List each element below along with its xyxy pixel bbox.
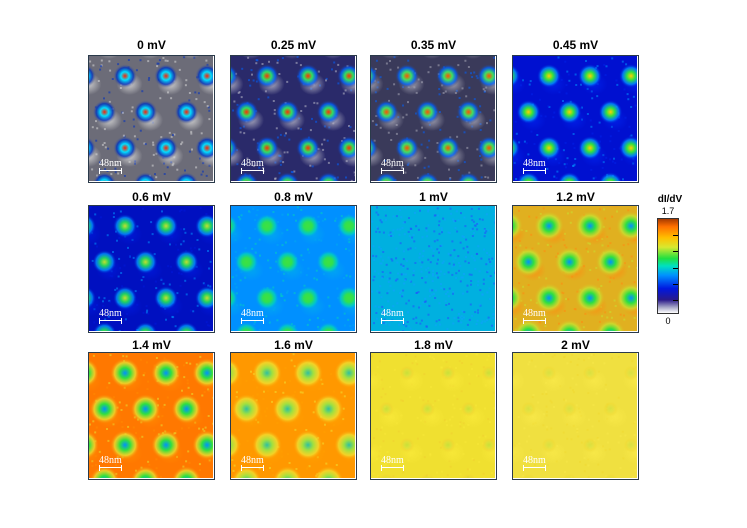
scale-bar-line	[99, 168, 122, 174]
scale-bar-line	[99, 465, 122, 471]
dIdV-map: 48nm	[370, 55, 497, 183]
panel-title: 1.4 mV	[132, 338, 171, 352]
scale-bar-label: 48nm	[241, 455, 264, 466]
scale-bar-label: 48nm	[241, 308, 264, 319]
panel-title: 1 mV	[419, 190, 448, 204]
dIdV-map: 48nm	[370, 205, 497, 333]
map-panel: 0.25 mV 48nm	[230, 38, 357, 183]
colorbar-tick	[673, 251, 678, 252]
scale-bar-line	[241, 318, 264, 324]
scale-bar-label: 48nm	[381, 308, 404, 319]
scale-bar-label: 48nm	[241, 158, 264, 169]
scale-bar-line	[381, 318, 404, 324]
dIdV-map: 48nm	[512, 205, 639, 333]
colorbar-label: dI/dV	[657, 194, 683, 205]
scale-bar-line	[241, 465, 264, 471]
panel-title: 1.8 mV	[414, 338, 453, 352]
panel-title: 0.35 mV	[410, 38, 457, 52]
scale-bar-line	[523, 318, 546, 324]
map-panel: 0.35 mV 48nm	[370, 38, 497, 183]
panel-title: 2 mV	[561, 338, 590, 352]
panel-title: 1.6 mV	[274, 338, 313, 352]
dIdV-map: 48nm	[88, 205, 215, 333]
scale-bar-label: 48nm	[99, 158, 122, 169]
scale-bar-line	[523, 465, 546, 471]
panel-title: 1.2 mV	[556, 190, 595, 204]
scale-bar-label: 48nm	[381, 158, 404, 169]
scale-bar-line	[241, 168, 264, 174]
colorbar-min-label: 0	[665, 316, 671, 326]
scale-bar-label: 48nm	[99, 308, 122, 319]
colorbar-gradient	[657, 218, 679, 314]
scale-bar-label: 48nm	[523, 158, 546, 169]
dIdV-map: 48nm	[230, 205, 357, 333]
scale-bar-label: 48nm	[523, 455, 546, 466]
map-panel: 1.6 mV 48nm	[230, 338, 357, 480]
scale-bar-line	[381, 465, 404, 471]
map-panel: 1.2 mV 48nm	[512, 190, 639, 333]
scale-bar-line	[381, 168, 404, 174]
panel-title: 0.8 mV	[274, 190, 313, 204]
map-panel: 1 mV 48nm	[370, 190, 497, 333]
dIdV-map: 48nm	[512, 55, 639, 183]
colorbar: dI/dV 1.7 0	[650, 194, 690, 334]
panel-title: 0.25 mV	[270, 38, 317, 52]
dIdV-map: 48nm	[88, 352, 215, 480]
scale-bar-line	[99, 318, 122, 324]
colorbar-max-label: 1.7	[661, 206, 675, 216]
dIdV-map: 48nm	[88, 55, 215, 183]
colorbar-tick	[673, 235, 678, 236]
colorbar-tick	[673, 268, 678, 269]
scale-bar-line	[523, 168, 546, 174]
dIdV-map: 48nm	[370, 352, 497, 480]
scale-bar-label: 48nm	[381, 455, 404, 466]
map-panel: 0 mV 48nm	[88, 38, 215, 183]
dIdV-map: 48nm	[230, 55, 357, 183]
map-panel: 1.4 mV 48nm	[88, 338, 215, 480]
colorbar-tick	[673, 300, 678, 301]
map-panel: 0.45 mV 48nm	[512, 38, 639, 183]
scale-bar-label: 48nm	[99, 455, 122, 466]
dIdV-map: 48nm	[512, 352, 639, 480]
map-panel: 0.8 mV 48nm	[230, 190, 357, 333]
map-panel: 0.6 mV 48nm	[88, 190, 215, 333]
colorbar-tick	[673, 284, 678, 285]
dIdV-map: 48nm	[230, 352, 357, 480]
map-panel: 2 mV 48nm	[512, 338, 639, 480]
map-panel: 1.8 mV 48nm	[370, 338, 497, 480]
panel-title: 0.6 mV	[132, 190, 171, 204]
scale-bar-label: 48nm	[523, 308, 546, 319]
panel-title: 0.45 mV	[552, 38, 599, 52]
panel-title: 0 mV	[137, 38, 166, 52]
